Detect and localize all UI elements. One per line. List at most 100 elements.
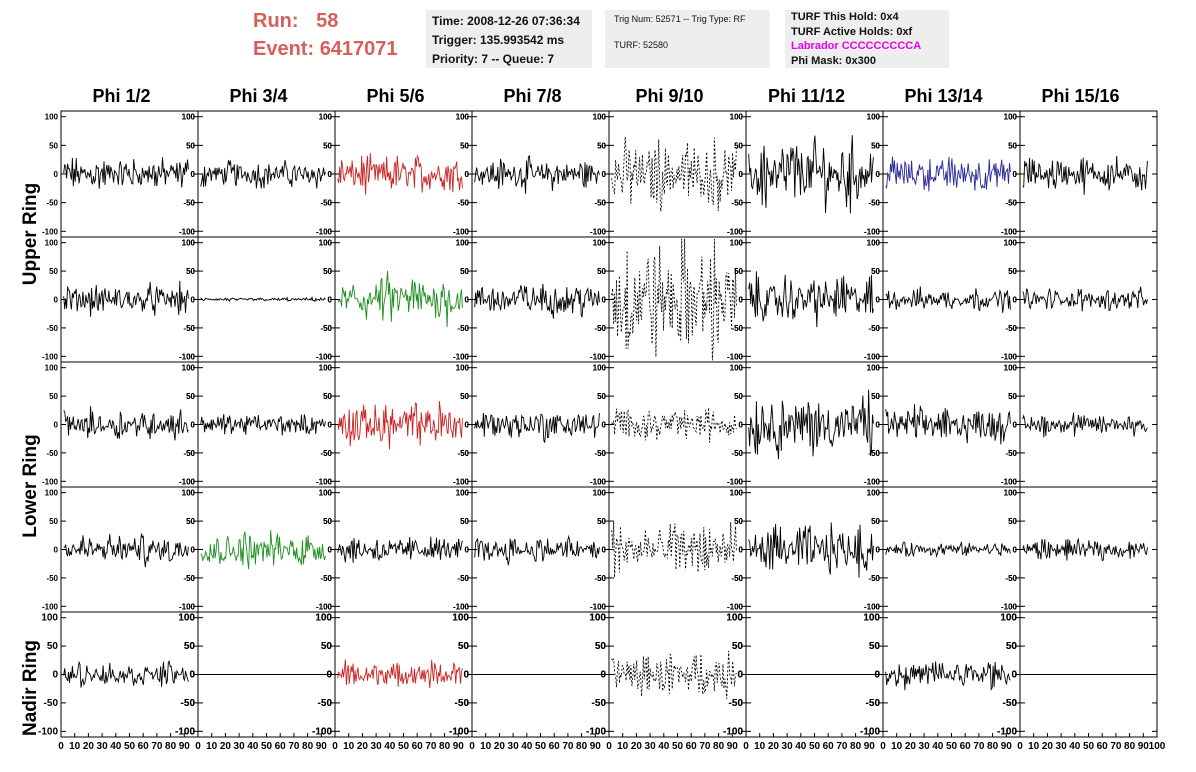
ytick-label: -100 (453, 477, 470, 486)
xtick-label: 0 (606, 741, 612, 752)
ytick-label: 100 (178, 613, 195, 624)
ytick-label: 100 (1004, 239, 1018, 248)
ytick-label: 100 (182, 113, 196, 122)
xtick-label: 90 (1001, 741, 1013, 752)
ytick-label: 100 (315, 613, 332, 624)
ytick-label: 100 (182, 364, 196, 373)
xtick-label: 60 (549, 741, 561, 752)
xtick-label: 90 (590, 741, 602, 752)
ytick-label: 100 (867, 239, 881, 248)
ytick-label: 0 (465, 546, 470, 555)
xtick-label: 0 (469, 741, 475, 752)
ytick-label: -50 (320, 199, 332, 208)
ytick-label: 100 (182, 239, 196, 248)
ytick-label: -100 (1001, 227, 1018, 236)
waveform-trace-r3-c1 (200, 530, 326, 570)
ytick-label: 50 (323, 517, 332, 526)
xtick-label: 30 (234, 741, 246, 752)
ytick-label: 100 (1004, 489, 1018, 498)
ytick-label: 0 (739, 546, 744, 555)
column-header-phi-5-6: Phi 5/6 (366, 86, 425, 106)
waveform-trace-r0-c7 (1022, 155, 1148, 195)
turf-hold-text: TURF This Hold: 0x4 (791, 11, 899, 23)
ytick-label: -100 (727, 477, 744, 486)
ytick-label: -50 (183, 324, 195, 333)
ytick-label: -50 (731, 199, 743, 208)
ytick-label: 50 (734, 267, 743, 276)
xtick-label: 100 (1149, 741, 1166, 752)
ytick-label: -50 (594, 324, 606, 333)
ytick-label: 50 (1008, 517, 1017, 526)
xtick-label: 60 (1097, 741, 1109, 752)
ytick-label: 100 (867, 113, 881, 122)
ytick-label: 100 (593, 489, 607, 498)
xtick-label: 30 (508, 741, 520, 752)
ytick-label: -50 (318, 698, 333, 709)
ytick-label: 0 (602, 421, 607, 430)
ytick-label: 50 (1008, 517, 1017, 526)
ytick-label: -100 (316, 602, 333, 611)
trig-info-box: Trig Num: 52571 -- Trig Type: RF TURF: 5… (605, 10, 770, 68)
ytick-label: -50 (183, 199, 195, 208)
ytick-label: -50 (183, 574, 195, 583)
ytick-label: 0 (600, 670, 606, 681)
ytick-label: 50 (1006, 641, 1018, 652)
ytick-label: -100 (179, 477, 196, 486)
ytick-label: 0 (328, 421, 333, 430)
ytick-label: 100 (1000, 613, 1017, 624)
xtick-label: 70 (1110, 741, 1122, 752)
ytick-label: 50 (734, 517, 743, 526)
ytick-label: 100 (593, 364, 607, 373)
ytick-label: -50 (866, 698, 881, 709)
ytick-label: 0 (463, 670, 469, 681)
xtick-label: 60 (960, 741, 972, 752)
ytick-label: 100 (1004, 239, 1018, 248)
ytick-label: -100 (316, 602, 333, 611)
xtick-label: 70 (973, 741, 985, 752)
ytick-label: 0 (602, 546, 607, 555)
ytick-label: -50 (457, 574, 469, 583)
trigger-text: Trigger: 135.993542 ms (432, 33, 565, 47)
ytick-label: -50 (594, 574, 606, 583)
waveform-trace-r1-c4 (611, 238, 737, 361)
ytick-label: 100 (456, 239, 470, 248)
ytick-label: 100 (45, 364, 59, 373)
ytick-label: 50 (323, 392, 332, 401)
ytick-label: -100 (590, 477, 607, 486)
ytick-label: 0 (602, 546, 607, 555)
ytick-label: -50 (457, 199, 469, 208)
ytick-label: -100 (1001, 477, 1018, 486)
ytick-label: -50 (44, 698, 59, 709)
time-text: Time: 2008-12-26 07:36:34 (432, 14, 580, 28)
ytick-label: 50 (323, 267, 332, 276)
ytick-label: 50 (1008, 267, 1017, 276)
ytick-label: -50 (868, 449, 880, 458)
ytick-label: 100 (315, 613, 332, 624)
xtick-label: 60 (412, 741, 424, 752)
waveform-trace-r2-c5 (748, 389, 874, 460)
xtick-label: 30 (97, 741, 109, 752)
xtick-label: 60 (823, 741, 835, 752)
ytick-label: 100 (319, 489, 333, 498)
xtick-label: 50 (398, 741, 410, 752)
ytick-label: 0 (602, 170, 607, 179)
column-header-phi-3-4: Phi 3/4 (229, 86, 288, 106)
ytick-label: 100 (319, 364, 333, 373)
ytick-label: -50 (1005, 199, 1017, 208)
waveform-trace-r1-c7 (1022, 286, 1148, 312)
ytick-label: -50 (731, 199, 743, 208)
ytick-label: -50 (594, 449, 606, 458)
xtick-label: 50 (946, 741, 958, 752)
ytick-label: 0 (465, 170, 470, 179)
ytick-label: 50 (460, 267, 469, 276)
ytick-label: 0 (328, 296, 333, 305)
ytick-label: 100 (593, 364, 607, 373)
ytick-label: 0 (1013, 296, 1018, 305)
ytick-label: 50 (460, 392, 469, 401)
ytick-label: 0 (326, 670, 332, 681)
ytick-label: -50 (320, 324, 332, 333)
waveform-trace-r2-c4 (611, 407, 737, 443)
xtick-label: 80 (713, 741, 725, 752)
waveform-trace-r3-c4 (611, 521, 737, 578)
waveform-trace-r2-c1 (200, 414, 326, 436)
